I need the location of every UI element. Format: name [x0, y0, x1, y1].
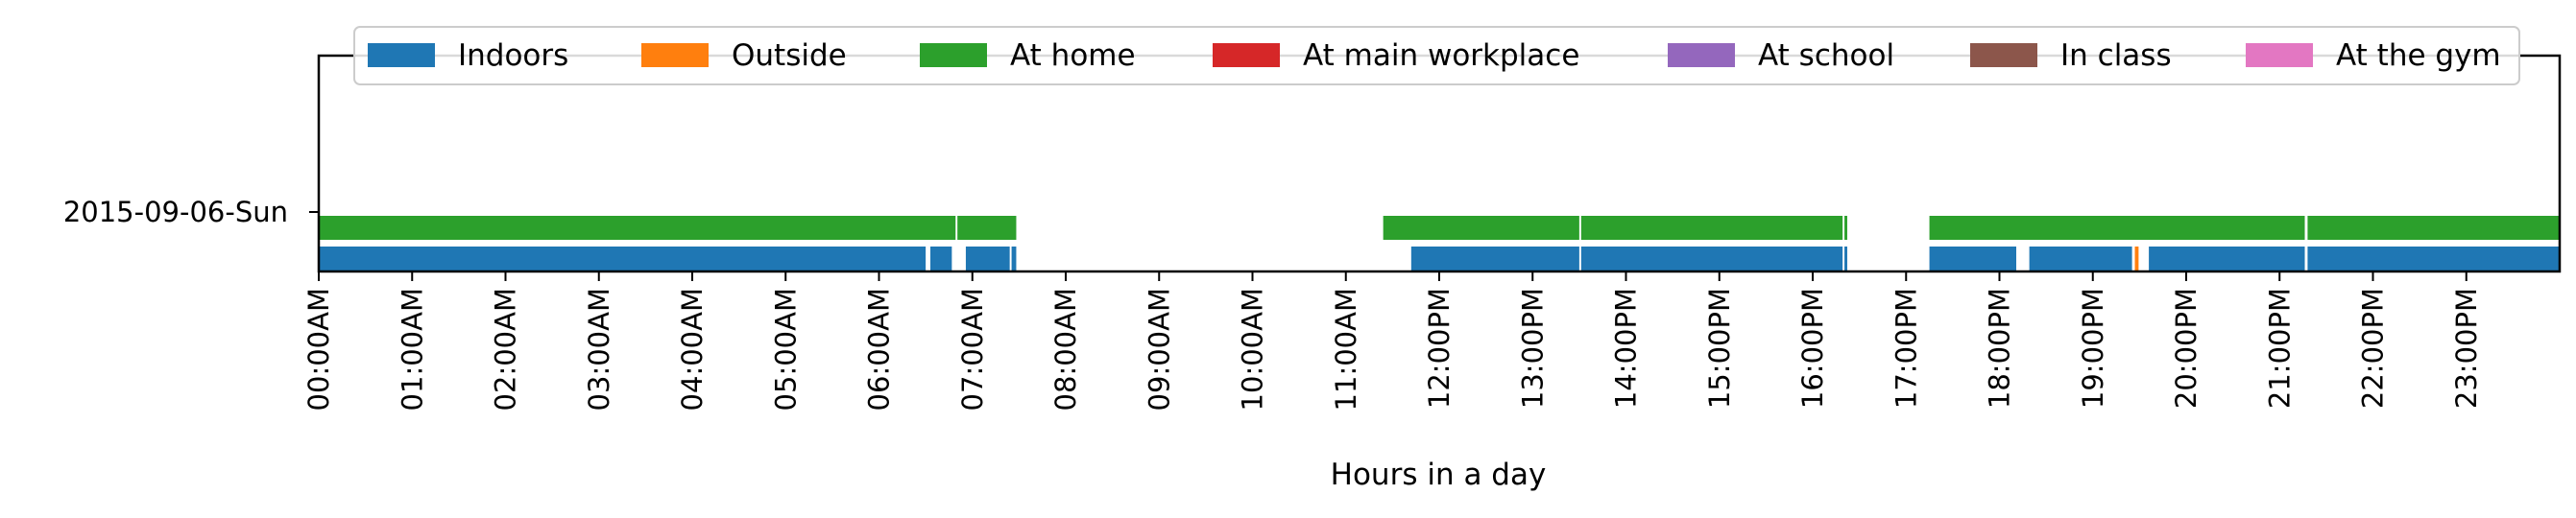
- x-tick-label-1: 01:00AM: [396, 288, 428, 411]
- x-axis-title: Hours in a day: [1331, 458, 1547, 492]
- legend-swatch-at-school: [1668, 43, 1735, 67]
- x-tick-label-17: 17:00PM: [1890, 288, 1922, 409]
- x-tick-label-3: 03:00AM: [583, 288, 615, 411]
- legend-label-at-home: At home: [1010, 38, 1136, 73]
- bar-segment-indoors-15: [2029, 247, 2132, 271]
- x-tick-label-2: 02:00AM: [490, 288, 522, 411]
- legend-label-indoors: Indoors: [458, 38, 568, 73]
- x-tick-label-23: 23:00PM: [2450, 288, 2483, 409]
- bar-segment-at-home-0: [319, 216, 956, 240]
- x-tick-label-15: 15:00PM: [1703, 288, 1736, 409]
- x-tick-label-7: 07:00AM: [956, 288, 989, 411]
- bar-segment-at-home-4: [1844, 216, 1847, 240]
- legend-label-at-school: At school: [1758, 38, 1894, 73]
- x-tick-label-5: 05:00AM: [769, 288, 802, 411]
- x-tick-label-8: 08:00AM: [1049, 288, 1082, 411]
- bar-segment-indoors-12: [1580, 247, 1843, 271]
- bar-segment-outside-18: [2134, 247, 2139, 271]
- x-tick-label-10: 10:00AM: [1237, 288, 1269, 411]
- bar-segment-indoors-7: [319, 247, 927, 271]
- bar-segment-at-home-2: [1383, 216, 1579, 240]
- legend-label-at-main-workplace: At main workplace: [1303, 38, 1579, 73]
- y-tick-label: 2015-09-06-Sun: [63, 196, 288, 228]
- x-tick-label-6: 06:00AM: [863, 288, 896, 411]
- bar-segment-indoors-8: [929, 247, 952, 271]
- legend: Indoors Outside At home At main workplace At…: [353, 26, 2520, 85]
- legend-label-outside: Outside: [732, 38, 847, 73]
- x-tick-label-11: 11:00AM: [1330, 288, 1362, 411]
- x-tick-label-21: 21:00PM: [2263, 288, 2296, 409]
- x-tick-label-20: 20:00PM: [2170, 288, 2203, 409]
- legend-swatch-at-the-gym: [2246, 43, 2313, 67]
- bars-layer: [319, 216, 2560, 271]
- legend-swatch-at-main-workplace: [1213, 43, 1280, 67]
- bar-segment-indoors-10: [1011, 247, 1017, 271]
- bar-segment-indoors-14: [1929, 247, 2016, 271]
- legend-swatch-outside: [641, 43, 709, 67]
- bar-segment-at-home-6: [2307, 216, 2560, 240]
- legend-label-in-class: In class: [2060, 38, 2172, 73]
- x-tick-label-22: 22:00PM: [2357, 288, 2390, 409]
- x-tick-label-18: 18:00PM: [1984, 288, 2016, 409]
- legend-label-at-the-gym: At the gym: [2336, 38, 2501, 73]
- bar-segment-at-home-3: [1580, 216, 1843, 240]
- x-tick-label-19: 19:00PM: [2077, 288, 2109, 409]
- x-ticks-layer: 00:00AM 01:00AM 02:00AM 03:00AM 04:00AM 05:00…: [302, 271, 2483, 411]
- y-ticks-layer: 2015-09-06-Sun: [63, 196, 319, 228]
- x-tick-label-0: 00:00AM: [302, 288, 335, 411]
- legend-frame: [353, 26, 2520, 85]
- bar-segment-indoors-13: [1844, 247, 1847, 271]
- legend-swatch-in-class: [1970, 43, 2037, 67]
- bar-segment-at-home-5: [1929, 216, 2305, 240]
- legend-swatch-at-home: [920, 43, 987, 67]
- x-tick-label-9: 09:00AM: [1143, 288, 1175, 411]
- x-tick-label-4: 04:00AM: [676, 288, 709, 411]
- bar-segment-indoors-9: [965, 247, 1010, 271]
- bar-segment-indoors-11: [1410, 247, 1579, 271]
- x-tick-label-12: 12:00PM: [1423, 288, 1456, 409]
- bar-segment-indoors-16: [2149, 247, 2305, 271]
- bar-segment-indoors-17: [2307, 247, 2560, 271]
- bar-segment-at-home-1: [957, 216, 1017, 240]
- legend-swatch-indoors: [368, 43, 435, 67]
- x-tick-label-14: 14:00PM: [1610, 288, 1643, 409]
- x-tick-label-16: 16:00PM: [1796, 288, 1829, 409]
- x-tick-label-13: 13:00PM: [1516, 288, 1549, 409]
